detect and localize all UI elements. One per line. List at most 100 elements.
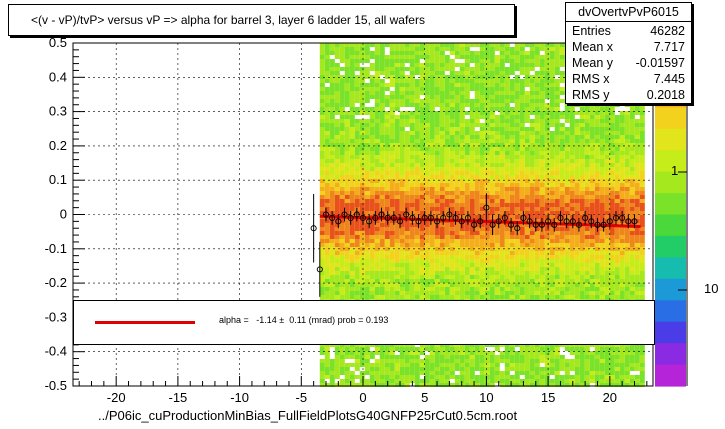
heatmap-cell xyxy=(554,343,560,347)
heatmap-cell xyxy=(539,159,545,163)
heatmap-cell xyxy=(444,267,450,271)
heatmap-cell xyxy=(399,383,405,387)
heatmap-cell xyxy=(564,103,570,107)
heatmap-cell xyxy=(379,115,385,119)
heatmap-cell xyxy=(349,107,355,111)
heatmap-cell xyxy=(499,51,505,55)
heatmap-cell xyxy=(404,143,410,147)
heatmap-cell xyxy=(554,255,560,259)
heatmap-cell xyxy=(534,147,540,151)
heatmap-cell xyxy=(589,187,595,191)
heatmap-cell xyxy=(544,51,550,55)
heatmap-cell xyxy=(389,143,395,147)
heatmap-cell xyxy=(439,127,445,131)
heatmap-cell xyxy=(459,167,465,171)
heatmap-cell xyxy=(429,131,435,135)
heatmap-cell xyxy=(454,215,460,219)
heatmap-cell xyxy=(349,251,355,255)
heatmap-cell xyxy=(454,183,460,187)
heatmap-cell xyxy=(579,359,585,363)
heatmap-cell xyxy=(539,207,545,211)
heatmap-cell xyxy=(389,171,395,175)
heatmap-cell xyxy=(569,155,575,159)
heatmap-cell xyxy=(534,195,540,199)
heatmap-cell xyxy=(339,183,345,187)
heatmap-cell xyxy=(319,91,325,95)
heatmap-cell xyxy=(414,215,420,219)
heatmap-cell xyxy=(374,359,380,363)
heatmap-cell xyxy=(409,91,415,95)
heatmap-cell xyxy=(459,367,465,371)
heatmap-cell xyxy=(494,71,500,75)
heatmap-cell xyxy=(479,47,485,51)
heatmap-cell xyxy=(529,151,535,155)
heatmap-cell xyxy=(449,123,455,127)
heatmap-cell xyxy=(334,247,340,251)
heatmap-cell xyxy=(464,175,470,179)
heatmap-cell xyxy=(339,271,345,275)
heatmap-cell xyxy=(594,115,600,119)
heatmap-cell xyxy=(554,195,560,199)
heatmap-cell xyxy=(429,107,435,111)
heatmap-cell xyxy=(329,147,335,151)
heatmap-cell xyxy=(459,247,465,251)
heatmap-cell xyxy=(599,115,605,119)
heatmap-cell xyxy=(374,119,380,123)
heatmap-cell xyxy=(594,155,600,159)
heatmap-cell xyxy=(464,203,470,207)
heatmap-cell xyxy=(399,183,405,187)
heatmap-cell xyxy=(589,135,595,139)
heatmap-cell xyxy=(569,343,575,347)
heatmap-cell xyxy=(599,179,605,183)
heatmap-cell xyxy=(519,295,525,299)
heatmap-cell xyxy=(549,91,555,95)
heatmap-cell xyxy=(374,267,380,271)
heatmap-cell xyxy=(534,191,540,195)
heatmap-cell xyxy=(379,255,385,259)
heatmap-cell xyxy=(429,251,435,255)
heatmap-cell xyxy=(609,351,615,355)
heatmap-cell xyxy=(324,139,330,143)
heatmap-cell xyxy=(499,279,505,283)
heatmap-cell xyxy=(444,203,450,207)
heatmap-cell xyxy=(544,235,550,239)
heatmap-cell xyxy=(504,247,510,251)
heatmap-cell xyxy=(544,219,550,223)
heatmap-cell xyxy=(379,287,385,291)
heatmap-cell xyxy=(359,103,365,107)
heatmap-cell xyxy=(364,191,370,195)
heatmap-cell xyxy=(369,267,375,271)
heatmap-cell xyxy=(599,155,605,159)
heatmap-cell xyxy=(609,255,615,259)
heatmap-cell xyxy=(329,231,335,235)
heatmap-cell xyxy=(379,291,385,295)
heatmap-cell xyxy=(439,183,445,187)
heatmap-cell xyxy=(374,95,380,99)
heatmap-cell xyxy=(454,71,460,75)
heatmap-cell xyxy=(464,267,470,271)
heatmap-cell xyxy=(369,379,375,383)
heatmap-cell xyxy=(434,347,440,351)
heatmap-cell xyxy=(604,343,610,347)
heatmap-cell xyxy=(524,75,530,79)
heatmap-cell xyxy=(489,123,495,127)
heatmap-cell xyxy=(544,139,550,143)
heatmap-cell xyxy=(349,355,355,359)
heatmap-cell xyxy=(459,111,465,115)
heatmap-cell xyxy=(329,179,335,183)
heatmap-cell xyxy=(334,67,340,71)
heatmap-cell xyxy=(499,123,505,127)
heatmap-cell xyxy=(354,99,360,103)
heatmap-cell xyxy=(429,343,435,347)
heatmap-cell xyxy=(554,291,560,295)
heatmap-cell xyxy=(394,215,400,219)
heatmap-cell xyxy=(399,351,405,355)
heatmap-cell xyxy=(319,111,325,115)
heatmap-cell xyxy=(344,259,350,263)
heatmap-cell xyxy=(464,135,470,139)
heatmap-cell xyxy=(564,271,570,275)
heatmap-cell xyxy=(519,231,525,235)
heatmap-cell xyxy=(559,231,565,235)
heatmap-cell xyxy=(379,151,385,155)
heatmap-cell xyxy=(599,207,605,211)
